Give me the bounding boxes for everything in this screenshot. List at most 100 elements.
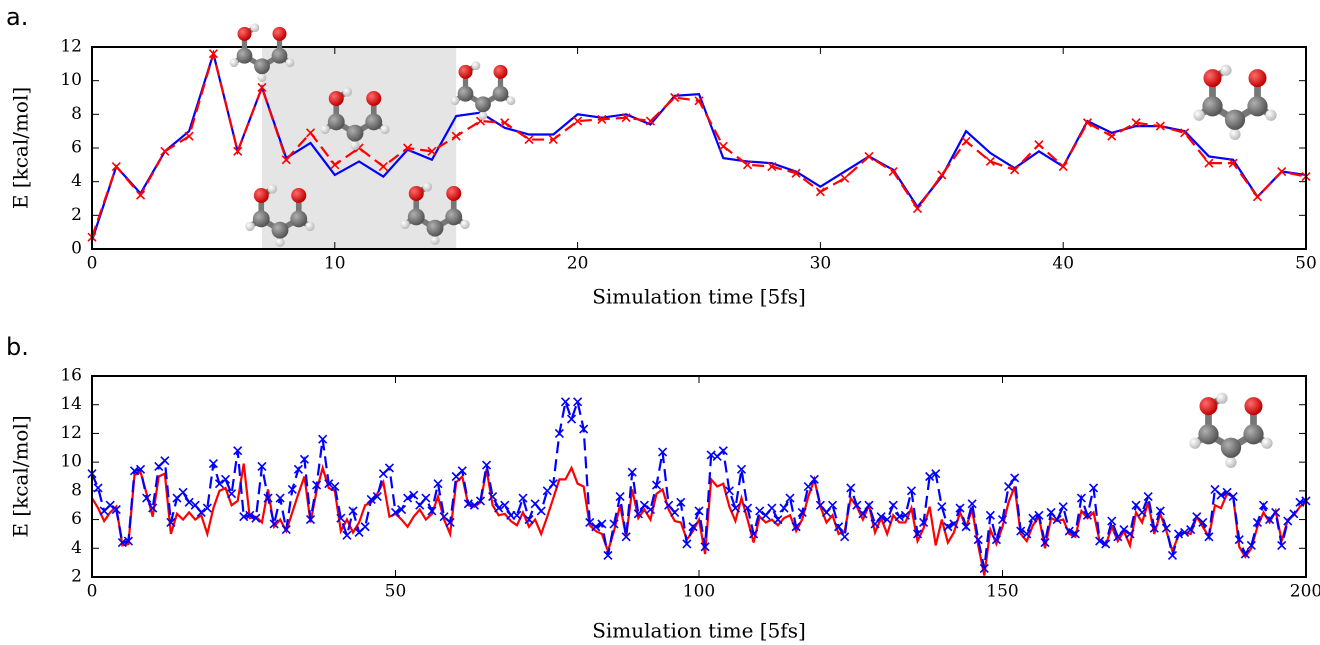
marker (621, 532, 631, 542)
marker (305, 515, 316, 525)
marker (233, 446, 243, 456)
marker (724, 486, 734, 496)
plot-frame (91, 375, 1307, 578)
marker (148, 503, 158, 513)
marker (1228, 492, 1238, 502)
marker (105, 500, 115, 510)
marker (1034, 510, 1044, 520)
x-axis-label: Simulation time [5fs] (592, 619, 806, 643)
marker (372, 492, 382, 502)
molecule-icon (1193, 65, 1276, 140)
marker (791, 522, 801, 532)
marker (864, 500, 874, 510)
marker (597, 114, 607, 124)
marker (160, 456, 170, 466)
marker (269, 519, 279, 529)
marker (627, 467, 637, 477)
marker (403, 143, 413, 153)
marker (603, 550, 613, 561)
marker (815, 187, 825, 197)
marker (639, 500, 649, 510)
marker (299, 454, 310, 464)
marker (827, 500, 838, 510)
marker (360, 522, 370, 532)
marker (1095, 536, 1105, 546)
y-tick-label: 8 (71, 104, 82, 124)
marker (943, 522, 953, 532)
marker (330, 160, 340, 170)
y-tick-label: 12 (60, 423, 82, 443)
marker (694, 96, 704, 106)
marker (742, 160, 753, 170)
marker (937, 170, 947, 180)
x-tick-label: 20 (567, 254, 589, 274)
x-tick-label: 30 (810, 254, 832, 274)
marker (1277, 167, 1287, 177)
marker (755, 506, 765, 516)
marker (208, 459, 218, 469)
marker (912, 204, 923, 214)
marker (312, 480, 322, 490)
marker (858, 509, 868, 519)
marker (208, 49, 218, 59)
marker (615, 492, 625, 502)
marker (925, 471, 935, 482)
marker (1143, 492, 1153, 502)
marker (220, 474, 231, 484)
marker (1137, 507, 1147, 517)
marker (651, 480, 662, 490)
marker (682, 539, 692, 549)
marker (840, 173, 850, 183)
y-tick-label: 16 (60, 366, 82, 386)
marker (1082, 118, 1093, 128)
y-axis-label: E [kcal/mol] (9, 415, 33, 537)
series-line (92, 397, 1306, 569)
marker (991, 535, 1001, 545)
marker (670, 507, 680, 517)
marker (1028, 513, 1038, 523)
marker (1058, 161, 1068, 172)
marker (384, 463, 394, 473)
marker (1076, 493, 1086, 503)
marker (475, 496, 486, 506)
marker (494, 503, 504, 513)
marker (742, 503, 753, 513)
marker (214, 479, 225, 489)
marker (931, 469, 941, 479)
marker (378, 161, 388, 172)
marker (275, 493, 285, 503)
x-tick-label: 100 (683, 582, 715, 602)
marker (287, 484, 297, 494)
marker (912, 529, 923, 539)
marker (445, 517, 455, 528)
x-tick-label: 200 (1290, 582, 1320, 602)
marker (888, 500, 898, 510)
marker (457, 466, 467, 476)
marker (548, 135, 558, 145)
marker (736, 464, 747, 474)
marker (318, 434, 328, 444)
y-tick-label: 6 (71, 509, 82, 529)
marker (512, 510, 522, 520)
marker (251, 513, 261, 523)
marker (621, 113, 631, 123)
marker (488, 492, 498, 502)
marker (1222, 487, 1232, 497)
marker (111, 161, 121, 172)
marker (633, 509, 643, 519)
x-tick-label: 0 (87, 582, 98, 602)
marker (427, 506, 437, 516)
marker (135, 464, 146, 474)
marker (730, 503, 740, 513)
marker (767, 161, 777, 172)
y-tick-label: 10 (60, 70, 82, 90)
marker (1216, 490, 1226, 500)
marker (348, 506, 358, 516)
y-tick-label: 12 (60, 37, 82, 57)
marker (123, 536, 133, 546)
x-tick-label: 150 (986, 582, 1018, 602)
marker (961, 522, 971, 532)
marker (1016, 526, 1026, 536)
marker (336, 513, 346, 523)
marker (694, 506, 704, 516)
